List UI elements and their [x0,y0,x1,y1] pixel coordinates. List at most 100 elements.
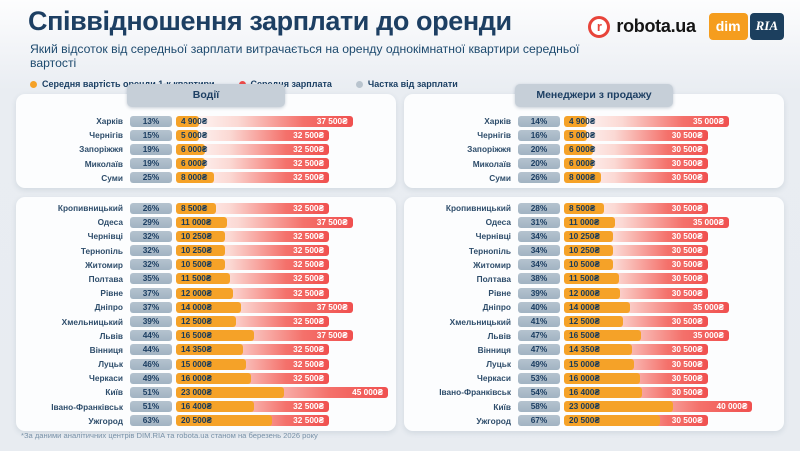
panel-drivers: Водії Харків 13% 37 500₴ 4 900₴ Чернігів 15% 3… [16,84,396,431]
chart-row: Черкаси 53% 30 500₴ 16 000₴ [412,371,776,385]
chart-row: Одеса 31% 35 000₴ 11 000₴ [412,215,776,229]
salary-value: 30 500₴ [671,273,703,284]
legend-item-share: Частка від зарплати [355,79,458,89]
chart-row: Ужгород 63% 32 500₴ 20 500₴ [24,414,388,428]
rent-bar [176,301,242,313]
panel-title: Водії [127,84,285,107]
salary-value: 30 500₴ [671,287,703,298]
bar-track: 30 500₴ 16 400₴ [564,386,776,398]
salary-bar: 30 500₴ [564,344,708,356]
bar-track: 37 500₴ 16 500₴ [176,330,388,342]
chart-panels: Водії Харків 13% 37 500₴ 4 900₴ Чернігів 15% 3… [16,84,784,431]
city-label: Вінниця [477,344,511,355]
percent-badge: 39% [518,287,560,299]
salary-value: 37 500₴ [316,330,348,341]
bar-track: 32 500₴ 10 250₴ [176,230,388,242]
salary-value: 32 500₴ [293,415,325,426]
city-label: Одеса [485,217,511,228]
city-label: Тернопіль [80,245,123,256]
salary-bar: 30 500₴ [564,415,708,427]
city-label: Ужгород [476,415,511,426]
rent-bar [564,230,613,242]
salary-value: 30 500₴ [671,316,703,327]
robota-circle-r-icon: r [588,15,611,38]
rent-value: 12 000₴ [569,287,600,298]
chart-row: Полтава 38% 30 500₴ 11 500₴ [412,272,776,286]
percent-badge: 37% [130,301,172,313]
salary-bar: 32 500₴ [176,143,330,155]
rent-bar [564,358,635,370]
percent-badge: 34% [518,230,560,242]
percent-badge: 58% [518,401,560,413]
percent-badge: 32% [130,245,172,257]
percent-badge: 51% [130,401,172,413]
chart-row: Ужгород 67% 30 500₴ 20 500₴ [412,414,776,428]
percent-badge: 63% [130,415,172,427]
bar-track: 32 500₴ 14 350₴ [176,344,388,356]
salary-bar: 37 500₴ [176,115,353,127]
bar-track: 32 500₴ 6 000₴ [176,158,388,170]
bar-track: 32 500₴ 16 400₴ [176,401,388,413]
city-label: Львів [99,330,123,341]
rent-value: 23 000₴ [181,386,212,397]
city-label: Кропивницький [445,203,511,214]
salary-bar: 32 500₴ [176,245,330,257]
percent-badge: 32% [130,230,172,242]
salary-value: 30 500₴ [671,415,703,426]
rent-bar [176,287,233,299]
rent-value: 10 250₴ [181,230,212,241]
bar-track: 30 500₴ 14 350₴ [564,344,776,356]
chart-row: Тернопіль 34% 30 500₴ 10 250₴ [412,244,776,258]
rent-bar [176,273,230,285]
percent-badge: 14% [518,115,560,127]
city-label: Хмельницький [449,316,511,327]
city-label: Луцьк [486,359,511,370]
rent-bar [176,415,273,427]
salary-bar: 30 500₴ [564,230,708,242]
rent-bar [564,316,623,328]
salary-bar: 30 500₴ [564,372,708,384]
percent-badge: 29% [130,216,172,228]
percent-badge: 35% [130,273,172,285]
bar-track: 30 500₴ 11 500₴ [564,273,776,285]
rent-value: 16 500₴ [181,330,212,341]
rent-value: 10 250₴ [181,245,212,256]
bar-track: 45 000₴ 23 000₴ [176,386,388,398]
bar-track: 30 500₴ 10 500₴ [564,259,776,271]
city-label: Черкаси [89,373,123,384]
rent-value: 6 000₴ [569,143,596,154]
rent-bar [176,259,225,271]
rent-value: 8 000₴ [181,172,208,183]
salary-bar: 30 500₴ [564,358,708,370]
city-label: Полтава [476,273,511,284]
salary-value: 30 500₴ [671,158,703,169]
panel-body: Харків 13% 37 500₴ 4 900₴ Чернігів 15% 32 500₴… [16,94,396,431]
percent-badge: 32% [130,259,172,271]
salary-bar: 30 500₴ [564,202,708,214]
city-label: Львів [487,330,511,341]
salary-value: 30 500₴ [671,386,703,397]
percent-badge: 53% [518,372,560,384]
bar-track: 30 500₴ 10 250₴ [564,230,776,242]
rent-bar [176,330,254,342]
salary-value: 37 500₴ [316,115,348,126]
rent-bar [564,401,674,413]
percent-badge: 39% [130,316,172,328]
rent-bar [564,245,613,257]
salary-value: 32 500₴ [293,273,325,284]
city-label: Миколаїв [84,158,123,169]
chart-row: Чернігів 16% 30 500₴ 5 000₴ [412,128,776,142]
percent-badge: 34% [518,245,560,257]
city-label: Дніпро [94,302,123,313]
rent-value: 16 500₴ [569,330,600,341]
city-label: Одеса [97,217,123,228]
percent-badge: 38% [518,273,560,285]
percent-badge: 37% [130,287,172,299]
rent-value: 16 000₴ [181,372,212,383]
salary-bar: 32 500₴ [176,415,330,427]
bar-track: 37 500₴ 14 000₴ [176,301,388,313]
salary-bar: 32 500₴ [176,316,330,328]
percent-badge: 67% [518,415,560,427]
percent-badge: 54% [518,386,560,398]
